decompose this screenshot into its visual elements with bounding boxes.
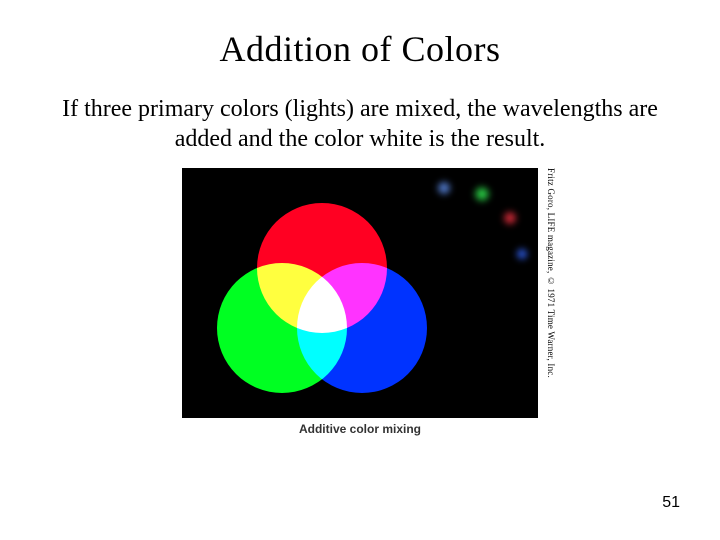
slide: Addition of Colors If three primary colo… [0,0,720,540]
blue-light-circle [297,263,427,393]
projector-flare [435,179,453,197]
slide-title: Addition of Colors [36,28,684,70]
projector-flare [514,246,530,262]
projector-flare [472,184,492,204]
slide-body-text: If three primary colors (lights) are mix… [46,94,674,154]
additive-color-figure [182,168,538,418]
figure-caption: Additive color mixing [182,422,538,436]
page-number: 51 [662,494,680,512]
figure-credit: Fritz Goro, LIFE magazine, © 1971 Time W… [542,168,556,418]
figure-container: Fritz Goro, LIFE magazine, © 1971 Time W… [182,168,538,436]
projector-flare [501,209,519,227]
